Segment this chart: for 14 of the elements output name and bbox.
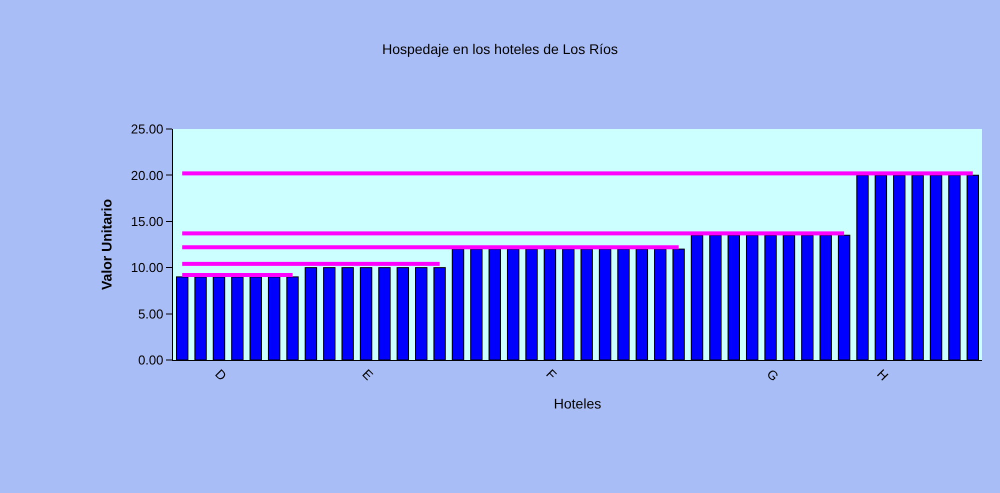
y-tick-label: 0.00 — [138, 352, 164, 368]
chart-title: Hospedaje en los hoteles de Los Ríos — [382, 41, 618, 58]
y-tick-label: 5.00 — [138, 306, 164, 322]
x-axis-title: Hoteles — [554, 395, 602, 412]
y-tick-label: 15.00 — [130, 214, 164, 229]
y-axis-title: Valor Unitario — [98, 198, 114, 290]
y-tick-label: 25.00 — [130, 122, 164, 137]
x-tick-label: F — [543, 366, 560, 382]
y-tick-label: 20.00 — [130, 168, 164, 183]
x-tick-label: D — [212, 366, 230, 384]
y-tick-label: 10.00 — [130, 260, 164, 276]
x-tick-label: G — [764, 366, 782, 384]
x-tick-label: H — [874, 366, 892, 384]
x-tick-label: E — [359, 366, 376, 384]
